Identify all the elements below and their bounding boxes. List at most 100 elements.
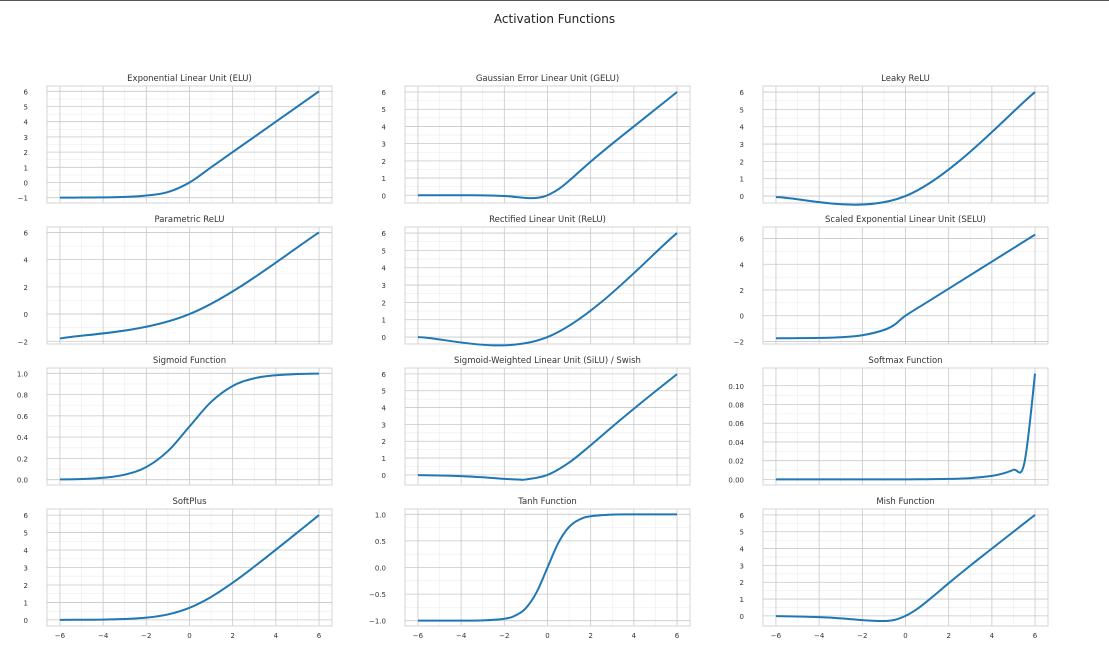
plot-frame — [762, 85, 1049, 204]
y-tick-label: 0 — [24, 179, 28, 187]
y-tick-label: 0 — [740, 313, 744, 321]
y-tick-label: −0.5 — [369, 591, 386, 599]
y-tick-label: 0.06 — [728, 420, 744, 428]
series-line — [775, 514, 1036, 623]
y-tick-label: 2 — [740, 579, 744, 587]
y-tick-label: 4 — [24, 119, 29, 127]
subplot-title: Exponential Linear Unit (ELU) — [127, 74, 252, 84]
y-tick-label: 0 — [382, 472, 386, 480]
y-tick-label: 4 — [382, 405, 387, 413]
y-tick-label: 4 — [24, 547, 29, 555]
y-tick-label: 1 — [382, 317, 386, 325]
y-tick-label: 2 — [740, 287, 744, 295]
y-tick-label: 0.0 — [17, 477, 28, 485]
y-tick-label: 1 — [740, 596, 744, 604]
y-tick-label: 0 — [740, 193, 744, 201]
plot-frame — [404, 85, 691, 204]
y-tick-label: 1 — [740, 176, 744, 184]
subplot-12: Mish Function 0 1 2 3 4 5 6 −6 −4 −2 0 2 4 6 — [740, 497, 1049, 640]
x-tick-label: 2 — [588, 632, 592, 640]
subplot-2: Gaussian Error Linear Unit (GELU) 0 1 2 3 4 5 6 — [382, 74, 691, 204]
y-tick-label: 6 — [24, 512, 29, 520]
series-line — [417, 373, 678, 481]
y-tick-label: 3 — [24, 134, 28, 142]
subplot-title: Softmax Function — [868, 356, 942, 366]
x-tick-label: −2 — [499, 632, 509, 640]
plot-frame — [762, 226, 1049, 345]
subplot-title: SoftPlus — [172, 497, 207, 507]
y-tick-label: 5 — [382, 388, 386, 396]
subplot-5: Rectified Linear Unit (ReLU) 0 1 2 3 4 5 6 — [382, 215, 691, 347]
x-tick-label: 2 — [946, 632, 950, 640]
x-tick-label: −2 — [857, 632, 867, 640]
x-tick-label: 0 — [903, 632, 907, 640]
subplot-9: Softmax Function 0.00 0.02 0.04 0.06 0.08 0.10 — [728, 356, 1049, 486]
plot-frame — [46, 226, 333, 345]
x-tick-label: 4 — [274, 632, 279, 640]
y-tick-label: 0.4 — [17, 434, 29, 442]
x-tick-label: −4 — [814, 632, 825, 640]
plot-frame — [46, 85, 333, 204]
series-line — [417, 91, 678, 200]
subplot-11: Tanh Function −1.0 −0.5 0.0 0.5 1.0 −6 −4 −2 0 2 4 6 — [369, 497, 691, 640]
y-tick-label: 3 — [24, 565, 28, 573]
y-tick-label: 0.0 — [375, 565, 386, 573]
y-tick-label: 4 — [382, 265, 387, 273]
subplot-title: Mish Function — [876, 497, 934, 507]
series-line — [59, 372, 320, 481]
y-tick-label: 3 — [382, 282, 386, 290]
y-tick-label: 2 — [382, 158, 386, 166]
y-tick-label: 6 — [382, 230, 387, 238]
subplot-title: Sigmoid-Weighted Linear Unit (SiLU) / Sw… — [454, 356, 641, 366]
y-tick-label: 1 — [382, 455, 386, 463]
plot-frame — [404, 226, 691, 345]
series-line — [417, 232, 678, 347]
y-tick-label: −2 — [18, 338, 28, 346]
y-tick-label: 6 — [382, 89, 387, 97]
y-tick-label: 1.0 — [375, 511, 386, 519]
x-tick-label: 0 — [187, 632, 191, 640]
subplot-4: Parametric ReLU −2 0 2 4 6 — [18, 215, 333, 346]
y-tick-label: 2 — [382, 438, 386, 446]
series-line — [775, 233, 1036, 340]
y-tick-label: 0.00 — [728, 476, 744, 484]
y-tick-label: −2 — [734, 338, 744, 346]
y-tick-label: 5 — [382, 247, 386, 255]
y-tick-label: 1 — [24, 164, 28, 172]
x-tick-label: 6 — [1033, 632, 1038, 640]
y-tick-label: 6 — [740, 512, 745, 520]
plot-frame — [404, 367, 691, 486]
subplot-8: Sigmoid-Weighted Linear Unit (SiLU) / Sw… — [382, 356, 691, 486]
y-tick-label: 0.08 — [728, 402, 744, 410]
y-tick-label: 4 — [24, 257, 29, 265]
y-tick-label: 6 — [24, 229, 29, 237]
y-tick-label: 5 — [740, 529, 744, 537]
y-tick-label: −1 — [18, 195, 28, 203]
plot-frame — [46, 367, 333, 486]
y-tick-label: 1 — [382, 175, 386, 183]
x-tick-label: 4 — [990, 632, 995, 640]
series-line — [417, 513, 678, 622]
subplot-title: Parametric ReLU — [154, 215, 224, 225]
y-tick-label: 3 — [382, 141, 386, 149]
series-line — [59, 231, 320, 340]
y-tick-label: 4 — [740, 124, 745, 132]
subplot-3: Leaky ReLU 0 1 2 3 4 5 6 — [740, 74, 1049, 206]
subplot-7: Sigmoid Function 0.0 0.2 0.4 0.6 0.8 1.0 — [17, 356, 333, 486]
y-tick-label: 4 — [740, 546, 745, 554]
y-tick-label: 5 — [24, 104, 28, 112]
y-tick-label: 2 — [24, 149, 28, 157]
figure-title: Activation Functions — [493, 12, 616, 26]
series-line — [775, 373, 1037, 481]
plot-frame — [404, 508, 691, 627]
y-tick-label: 0.2 — [17, 455, 28, 463]
plot-frame — [762, 508, 1049, 627]
top-border — [0, 0, 1109, 1]
x-tick-label: 0 — [545, 632, 549, 640]
subplot-title: Tanh Function — [517, 497, 577, 507]
y-tick-label: 3 — [740, 141, 744, 149]
y-tick-label: 2 — [24, 284, 28, 292]
y-tick-label: 0 — [382, 192, 386, 200]
series-line — [59, 90, 320, 199]
x-tick-label: 6 — [317, 632, 322, 640]
